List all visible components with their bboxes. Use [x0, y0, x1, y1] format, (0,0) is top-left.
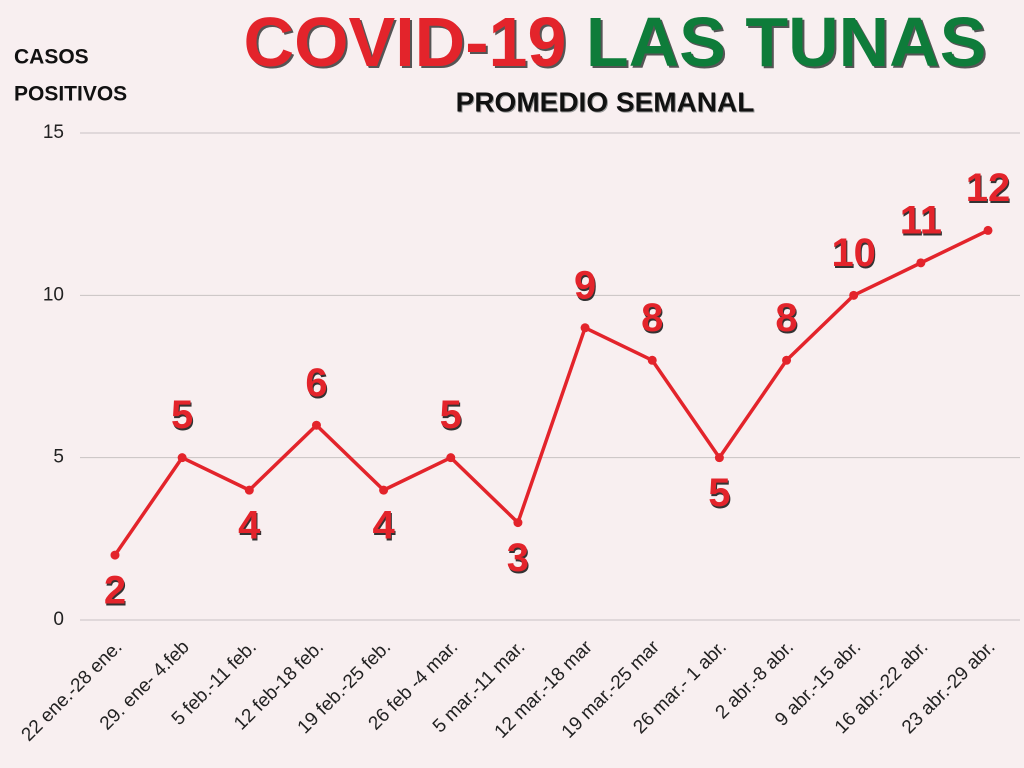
data-label: 4 — [372, 504, 395, 548]
data-label: 10 — [831, 231, 876, 275]
title-part: COVID-19 — [244, 3, 567, 81]
point — [580, 323, 590, 333]
data-label: 3 — [507, 536, 529, 580]
point — [110, 550, 120, 560]
title-part: LAS TUNAS — [586, 3, 987, 81]
data-label: 11 — [900, 198, 942, 242]
point — [177, 453, 187, 463]
point — [647, 355, 657, 365]
chart-subtitle: PROMEDIO SEMANAL — [456, 86, 755, 117]
data-label: 5 — [171, 393, 193, 437]
data-label: 12 — [966, 166, 1011, 210]
point — [916, 258, 926, 268]
data-label: 2 — [104, 569, 126, 613]
point — [513, 518, 523, 528]
y-axis-label: POSITIVOS — [14, 83, 127, 106]
point — [849, 290, 859, 300]
point — [983, 225, 993, 235]
data-label: 5 — [708, 471, 730, 515]
data-label: 5 — [440, 393, 462, 437]
point — [446, 453, 456, 463]
y-tick-label: 15 — [43, 122, 64, 143]
data-label: 8 — [775, 296, 797, 340]
point — [379, 485, 389, 495]
y-tick-label: 5 — [53, 447, 64, 468]
data-label: 9 — [574, 263, 596, 307]
line — [113, 228, 989, 557]
data-label: 8 — [641, 296, 663, 340]
point — [311, 420, 321, 430]
y-tick-label: 10 — [43, 284, 64, 305]
data-label: 4 — [238, 504, 261, 548]
chart-title: COVID-19 LAS TUNAS — [244, 3, 987, 81]
y-tick-label: 0 — [53, 609, 64, 630]
data-label: 6 — [305, 361, 327, 405]
point — [244, 485, 254, 495]
y-axis-label: CASOS — [14, 46, 89, 69]
point — [782, 355, 792, 365]
point — [714, 453, 724, 463]
